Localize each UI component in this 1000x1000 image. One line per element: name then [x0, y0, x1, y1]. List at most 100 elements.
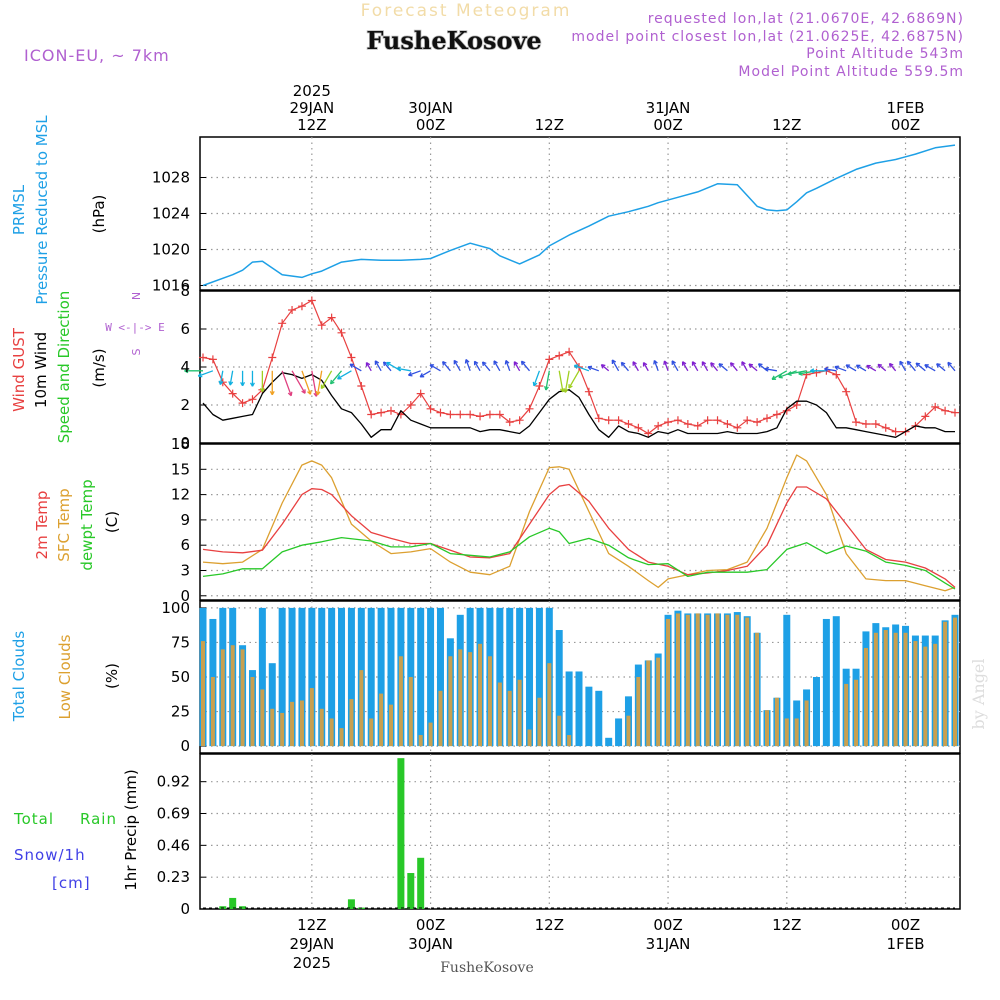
rain-bar: [347, 899, 355, 909]
top-time-label: 29JAN: [289, 99, 334, 117]
wind-direction-arrow: [493, 360, 501, 372]
gust-marker: [624, 420, 633, 428]
y-tick-label: 18: [171, 435, 190, 453]
low-cloud-bar: [844, 683, 849, 747]
gust-marker: [832, 370, 841, 379]
y-tick-label: 0.92: [157, 773, 190, 791]
low-cloud-bar: [389, 704, 393, 747]
gust-marker: [456, 410, 465, 419]
wind-direction-arrow: [691, 361, 699, 372]
y-tick-label: 0: [180, 434, 190, 452]
model-altitude: Model Point Altitude 559.5m: [738, 64, 964, 80]
bottom-time-label: 30JAN: [408, 935, 453, 953]
total-cloud-bar: [822, 618, 830, 747]
wind-direction-arrow: [866, 364, 877, 372]
gust-marker: [278, 319, 287, 328]
wind-unit: (m/s): [90, 348, 108, 387]
temp-label-dew: dewpt Temp: [78, 479, 96, 570]
gust-marker: [406, 401, 415, 409]
low-cloud-bar: [666, 618, 671, 747]
gust-marker: [297, 302, 306, 311]
total-cloud-bar: [347, 607, 355, 747]
bottom-time-label: 00Z: [891, 916, 920, 934]
low-cloud-bar: [557, 715, 562, 747]
top-time-label: 1FEB: [887, 99, 925, 117]
gust-marker: [436, 408, 445, 417]
wind-direction-arrow: [611, 359, 620, 372]
gust-marker: [495, 410, 504, 419]
precipitation-panel: [199, 753, 961, 910]
gust-marker: [485, 410, 494, 419]
gust-marker: [693, 421, 702, 430]
y-tick-label: 0: [180, 737, 190, 755]
temp-label-sfc: SFC Temp: [55, 488, 73, 561]
precip-label-snow: Snow/1h: [14, 846, 86, 864]
footer-location: FusheKosove: [440, 960, 534, 976]
gust-marker: [673, 416, 682, 425]
gust-marker: [861, 420, 870, 428]
wind-direction-arrow: [573, 364, 590, 372]
rain-bar: [417, 857, 425, 909]
gust-marker: [604, 416, 613, 425]
gust-marker: [654, 421, 663, 430]
y-tick-label: 1028: [152, 169, 190, 187]
pressure-label-prmsl: PRMSL: [10, 184, 28, 235]
low-cloud-bar: [735, 614, 740, 747]
temp-label-2m: 2m Temp: [33, 491, 51, 560]
wind-direction-arrow: [513, 361, 521, 372]
low-cloud-bar: [646, 660, 651, 747]
low-cloud-bar: [933, 643, 938, 747]
y-tick-label: 2: [180, 396, 190, 414]
low-cloud-bar: [883, 630, 888, 747]
gust-marker: [268, 353, 277, 362]
location-title: FusheKosove: [366, 26, 541, 55]
gust-marker: [525, 404, 534, 413]
gust-marker: [466, 410, 475, 419]
low-cloud-bar: [695, 613, 700, 747]
credit-watermark: by Angel: [969, 658, 988, 729]
low-cloud-bar: [517, 679, 522, 747]
wind-direction-arrow: [855, 364, 867, 372]
wind-direction-arrow: [453, 359, 461, 372]
low-cloud-bar: [458, 649, 463, 747]
y-tick-label: 0.69: [157, 805, 190, 823]
total-cloud-bar: [288, 607, 296, 747]
total-cloud-bar: [367, 607, 375, 747]
top-time-label: 12Z: [772, 116, 801, 134]
wind-direction-arrow: [568, 370, 580, 389]
y-tick-label: 6: [180, 320, 190, 338]
wind-direction-arrow: [337, 370, 352, 380]
gust-marker: [743, 416, 752, 425]
gust-marker: [733, 423, 742, 432]
low-cloud-bar: [656, 657, 661, 747]
wind-direction-arrow: [197, 370, 214, 378]
wind-direction-arrow: [429, 364, 441, 372]
top-time-label: 00Z: [891, 116, 920, 134]
bottom-time-label: 2025: [293, 954, 331, 972]
wind-direction-arrow: [315, 370, 323, 396]
clouds-label-low: Low Clouds: [56, 634, 74, 719]
total-cloud-bar: [585, 686, 593, 747]
gust-marker: [545, 355, 554, 364]
gust-marker: [763, 414, 771, 423]
gust-marker: [881, 423, 890, 432]
total-cloud-bar: [278, 607, 286, 747]
low-cloud-bar: [784, 718, 789, 747]
wind-direction-arrow: [729, 362, 738, 372]
total-cloud-bar: [605, 737, 613, 747]
total-cloud-bar: [575, 671, 583, 747]
gust-marker: [792, 401, 801, 409]
gust-marker: [387, 406, 395, 415]
gust-marker: [753, 418, 762, 427]
bottom-time-label: 00Z: [653, 916, 682, 934]
wind-direction-arrow: [906, 360, 916, 372]
gust-marker: [416, 389, 425, 398]
low-cloud-bar: [715, 613, 720, 747]
gust-marker: [307, 296, 316, 305]
low-cloud-bar: [953, 617, 957, 747]
total-cloud-bar: [268, 663, 276, 747]
bottom-time-label: 29JAN: [289, 935, 334, 953]
bottom-time-label: 12Z: [772, 916, 801, 934]
low-cloud-bar: [725, 614, 730, 747]
gust-marker: [941, 406, 950, 415]
